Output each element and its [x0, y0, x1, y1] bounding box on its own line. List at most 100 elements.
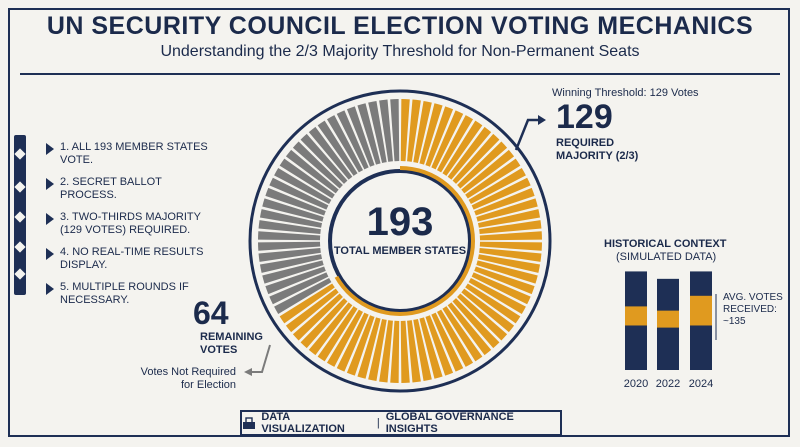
remaining-vote-slice	[292, 141, 343, 189]
required-vote-slice	[476, 260, 538, 284]
required-vote-slice	[479, 241, 542, 251]
step-item: 1. All 193 member states vote.	[46, 141, 216, 167]
required-vote-slice	[413, 100, 432, 164]
required-vote-slice	[390, 320, 400, 383]
remaining-vote-slice	[346, 106, 375, 167]
avg-votes-label: AVG. VOTES RECEIVED: ~135	[723, 292, 783, 327]
required-vote-slice	[357, 317, 381, 379]
required-vote-slice	[477, 209, 541, 228]
outer-frame	[8, 8, 790, 437]
remaining-vote-slice	[390, 99, 400, 162]
required-vote-slice	[368, 318, 387, 382]
step-text: 4. No real-time results display.	[60, 246, 204, 271]
required-vote-slice	[477, 254, 541, 273]
required-vote-slice	[431, 312, 464, 372]
remaining-vote-slice	[262, 198, 324, 222]
remaining-vote-slice	[269, 177, 329, 210]
required-vote-slice	[431, 110, 464, 170]
remaining-arrow-icon	[244, 368, 252, 376]
required-vote-slice	[474, 187, 535, 216]
remaining-vote-slice	[368, 100, 387, 164]
required-vote-slice	[400, 99, 410, 162]
required-vote-slice	[479, 231, 542, 241]
required-vote-slice	[474, 266, 535, 295]
required-vote-slice	[279, 283, 335, 324]
ballot-box-icon	[243, 417, 255, 429]
history-band-2024	[690, 295, 712, 326]
history-subtitle: (SIMULATED DATA)	[616, 251, 717, 263]
history-title: HISTORICAL CONTEXT	[604, 238, 727, 250]
required-vote-slice	[442, 120, 483, 176]
required-vote-slice	[425, 106, 454, 167]
required-vote-slice	[292, 293, 343, 341]
remaining-vote-slice	[379, 99, 393, 162]
remaining-vote-slice	[258, 220, 321, 234]
required-vote-slice	[442, 306, 483, 362]
arrow-right-icon	[46, 213, 54, 225]
page-title: UN SECURITY COUNCIL ELECTION VOTING MECH…	[46, 12, 754, 40]
remaining-vote-slice	[336, 110, 369, 170]
step-item: 5. Multiple rounds if necessary.	[46, 281, 216, 307]
step-text: 3. Two-thirds majority (129 votes) requi…	[60, 211, 201, 236]
required-vote-slice	[300, 298, 348, 349]
required-vote-slice	[317, 306, 358, 362]
required-vote-slice	[471, 272, 531, 305]
footer-separator: |	[376, 417, 380, 429]
required-vote-slice	[419, 317, 443, 379]
required-vote-slice	[407, 99, 421, 162]
required-vote-slice	[285, 288, 339, 333]
history-band-2020	[625, 306, 647, 326]
required-vote-slice	[461, 149, 515, 194]
required-vote-slice	[437, 309, 474, 367]
required-vote-slice	[346, 315, 375, 376]
required-vote-slice	[308, 302, 353, 356]
step-text: 1. All 193 member states vote.	[60, 141, 208, 166]
total-members-number: 193	[366, 200, 434, 244]
required-vote-slice	[476, 198, 538, 222]
required-vote-slice	[465, 158, 521, 199]
remaining-vote-slice	[274, 167, 332, 204]
arrow-right-icon	[46, 283, 54, 295]
step-text: 5. Multiple rounds if necessary.	[60, 281, 189, 306]
required-vote-slice	[425, 315, 454, 376]
arrow-right-icon	[46, 143, 54, 155]
remaining-vote-slice	[300, 133, 348, 184]
donut-outer-ring	[248, 89, 552, 393]
required-vote-slice	[336, 312, 369, 372]
required-vote-slice	[447, 302, 492, 356]
year-label-2020: 2020	[623, 378, 649, 390]
remaining-vote-slice	[262, 260, 324, 284]
process-steps: 1. All 193 member states vote. 2. Secret…	[46, 141, 216, 316]
remaining-vote-slice	[357, 103, 381, 165]
remaining-vote-slice	[285, 149, 339, 194]
required-vote-slice	[457, 141, 508, 189]
year-label-2022: 2022	[655, 378, 681, 390]
required-vote-slice	[452, 298, 500, 349]
remaining-votes-note: Votes Not Required for Election	[140, 366, 236, 391]
step-item: 3. Two-thirds majority (129 votes) requi…	[46, 211, 216, 237]
remaining-vote-slice	[274, 278, 332, 315]
required-vote-slice	[468, 167, 526, 204]
footer-left-text: DATA VISUALIZATION	[261, 411, 345, 435]
required-vote-slice	[471, 177, 531, 210]
threshold-arrow-icon	[538, 115, 546, 125]
threshold-label: Winning Threshold: 129 Votes	[552, 87, 699, 99]
remaining-vote-slice	[308, 126, 353, 180]
remaining-vote-slice	[279, 158, 335, 199]
required-vote-slice	[419, 103, 443, 165]
remaining-vote-slice	[269, 272, 329, 305]
required-vote-slice	[413, 318, 432, 382]
total-members-label: TOTAL MEMBER STATES	[333, 245, 467, 257]
required-vote-slice	[452, 133, 500, 184]
donut-center-disc	[328, 169, 472, 313]
required-vote-slice	[447, 126, 492, 180]
required-vote-slice	[407, 320, 421, 383]
step-item: 4. No real-time results display.	[46, 246, 216, 272]
required-vote-slice	[379, 320, 393, 383]
required-vote-slice	[468, 278, 526, 315]
remaining-vote-slice	[258, 231, 321, 241]
required-vote-slice	[326, 309, 363, 367]
required-majority-number: 129	[556, 98, 613, 136]
remaining-vote-slice	[258, 241, 321, 251]
required-vote-slice	[479, 220, 542, 234]
